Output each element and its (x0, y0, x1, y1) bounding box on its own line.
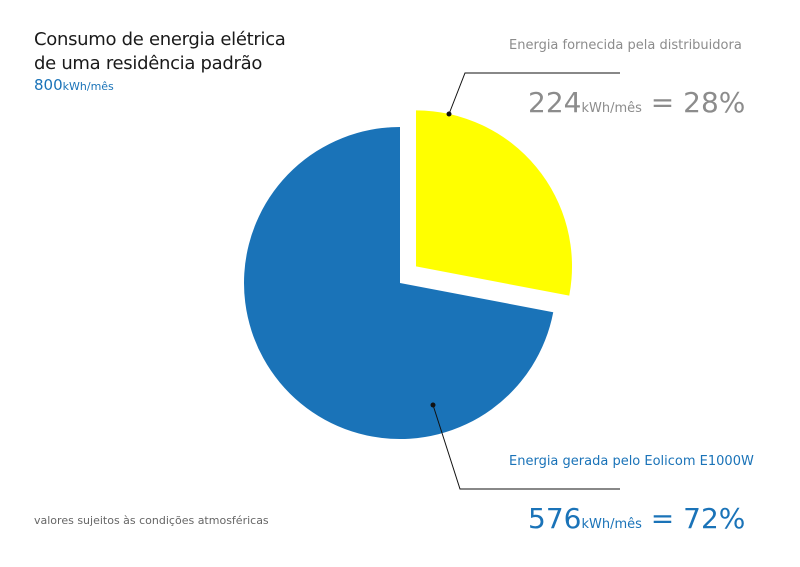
total-value: 800 (34, 76, 63, 94)
chart-title: Consumo de energia elétrica de uma resid… (34, 28, 286, 76)
generated-value: 576 (528, 502, 582, 535)
generated-label: Energia gerada pelo Eolicom E1000W (509, 454, 754, 469)
supplier-value-line: 224kWh/mês = 28% (528, 86, 745, 119)
leader-line-generated (432, 404, 620, 490)
generated-percent: 72% (683, 502, 746, 535)
generated-equals: = (650, 502, 675, 535)
pie-slice-generated (244, 127, 554, 440)
supplier-equals: = (650, 86, 675, 119)
supplier-percent: 28% (683, 86, 746, 119)
supplier-value: 224 (528, 86, 582, 119)
supplier-label: Energia fornecida pela distribuidora (509, 38, 742, 53)
total-consumption: 800kWh/mês (34, 76, 114, 94)
title-line-2: de uma residência padrão (34, 53, 263, 74)
total-unit: kWh/mês (62, 80, 114, 93)
title-line-1: Consumo de energia elétrica (34, 29, 286, 50)
leader-line-supplier (448, 72, 620, 115)
pie-slice-supplier (416, 110, 573, 296)
supplier-unit: kWh/mês (581, 101, 642, 116)
footnote: valores sujeitos às condições atmosféric… (34, 514, 269, 527)
leader-dot-generated (430, 402, 436, 408)
leader-dot-supplier (446, 111, 452, 117)
generated-value-line: 576kWh/mês = 72% (528, 502, 745, 535)
generated-unit: kWh/mês (581, 517, 642, 532)
